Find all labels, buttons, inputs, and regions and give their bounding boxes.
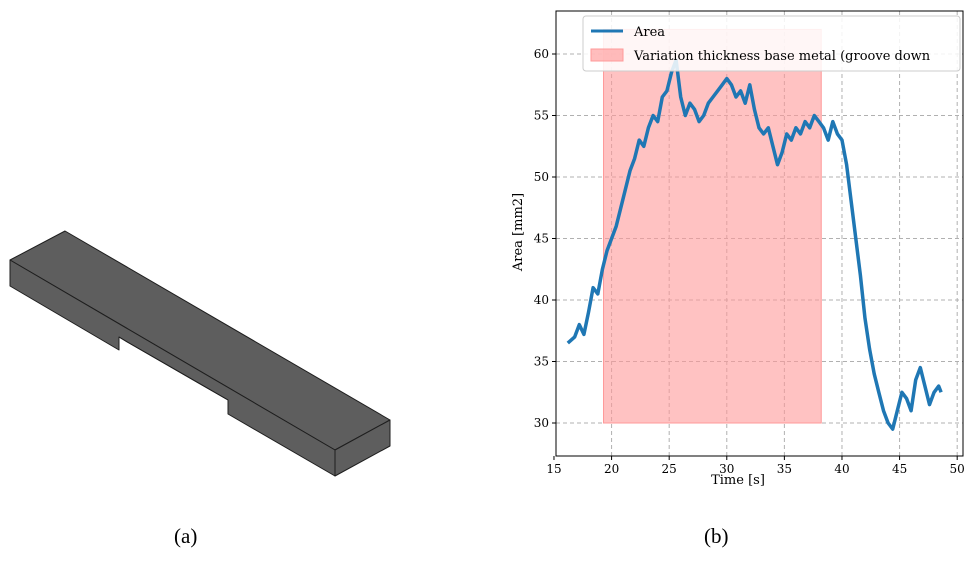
y-tick-label: 35 (534, 355, 549, 369)
y-tick-label: 30 (534, 416, 549, 430)
chart-series (566, 58, 943, 431)
x-axis-label: Time [s] (711, 473, 765, 488)
solid-bar-shape (9, 230, 391, 477)
chart-band (603, 28, 822, 424)
x-tick-label: 20 (604, 462, 619, 476)
legend-entry-area: Area (633, 25, 665, 40)
y-axis-label: Area [mm2] (511, 193, 526, 272)
x-tick-label: 50 (950, 462, 965, 476)
x-tick-label: 45 (892, 462, 907, 476)
variation-band (603, 28, 822, 424)
x-tick-label: 25 (662, 462, 677, 476)
x-axis-ticks: 15 20 25 30 35 40 45 50 (546, 456, 965, 476)
y-tick-label: 60 (534, 47, 549, 61)
y-tick-label: 55 (534, 109, 549, 123)
legend-box (582, 15, 961, 72)
y-tick-label: 40 (534, 293, 549, 307)
y-tick-label: 50 (534, 170, 549, 184)
x-tick-label: 30 (719, 462, 734, 476)
y-axis-ticks: 30 35 40 45 50 55 60 (534, 47, 556, 430)
y-tick-label: 45 (534, 232, 549, 246)
chart-legend: Area Variation thickness base metal (gro… (582, 15, 961, 72)
x-tick-label: 15 (546, 462, 561, 476)
x-tick-label: 40 (834, 462, 849, 476)
solid-end-face (334, 419, 391, 477)
groove-edge (118, 336, 229, 401)
panel-label-b: (b) (704, 524, 729, 548)
plot-frame (555, 10, 964, 457)
legend-entry-band: Variation thickness base metal (groove d… (633, 49, 931, 64)
legend-band-swatch (590, 48, 624, 62)
x-tick-label: 35 (777, 462, 792, 476)
panel-label-a: (a) (174, 524, 198, 548)
series-line-area (566, 58, 943, 431)
